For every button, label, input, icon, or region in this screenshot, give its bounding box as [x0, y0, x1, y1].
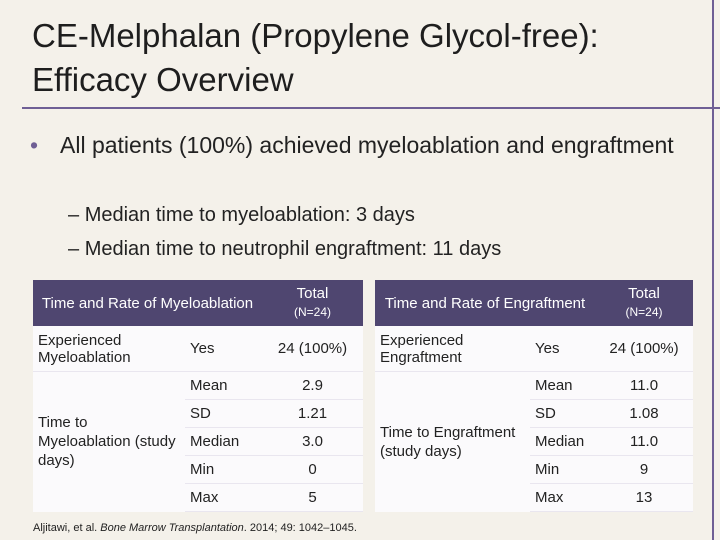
- stat-label: Min: [185, 455, 263, 484]
- header-total: Total: [296, 285, 329, 302]
- stat-label: Max: [185, 483, 263, 512]
- title-line: CE-Melphalan (Propylene Glycol-free):: [32, 17, 599, 54]
- stat-label: Median: [530, 427, 596, 456]
- header-cell: Time and Rate of Myeloablation: [33, 280, 263, 326]
- stat-value: 2.9: [262, 371, 364, 400]
- row: Experienced Engraftment Yes 24 (100%): [375, 326, 694, 372]
- bullet-dot: •: [30, 132, 39, 158]
- stat-label: SD: [530, 399, 596, 428]
- stat-label: SD: [185, 399, 263, 428]
- header-n: (N=24): [625, 305, 663, 319]
- row: Min 9: [375, 455, 694, 484]
- header-cell: Total (N=24): [262, 280, 364, 326]
- cell: Yes: [185, 326, 263, 372]
- header-total: Total: [628, 285, 660, 302]
- citation-authors: Aljitawi, et al.: [33, 522, 98, 534]
- group-label: Time to Engraftment (study days): [375, 371, 530, 512]
- stat-value: 9: [595, 455, 694, 484]
- stat-value: 13: [595, 483, 694, 512]
- row: Time to Engraftment (study days) Mean 11.0: [375, 371, 694, 512]
- stat-label: Min: [530, 455, 596, 484]
- group-label: Time to Myeloablation (study days): [33, 371, 185, 512]
- bullet: • All patients (100%) achieved myeloabla…: [30, 128, 678, 162]
- table: Time and Rate of Engraftment Total (N=24) E…: [375, 280, 694, 512]
- stat-value: 1.21: [262, 399, 364, 428]
- stat-value: 3.0: [262, 427, 364, 456]
- header-row: Time and Rate of Myeloablation Total (N=24…: [33, 280, 364, 326]
- stat-value: 0: [262, 455, 364, 484]
- sub-bullet: – Median time to neutrophil engraftment:…: [68, 238, 502, 260]
- bullet-text: All patients (100%) achieved myeloablati…: [60, 132, 674, 158]
- stat-label: Mean: [530, 371, 596, 400]
- stat-label: Max: [530, 483, 596, 512]
- stat-value: 1.08: [595, 399, 694, 428]
- stat-value: 11.0: [595, 371, 694, 400]
- stat-label: Mean: [185, 371, 263, 400]
- accent-line: [22, 107, 720, 109]
- cell: Experienced Engraftment: [375, 326, 530, 372]
- row: Time to Myeloablation (study days) Mean 2.…: [33, 371, 364, 512]
- row: Min 0: [33, 455, 364, 484]
- title: CE-Melphalan (Propylene Glycol-free): Ef…: [32, 14, 599, 102]
- stat-value: 5: [262, 483, 364, 512]
- row: SD 1.21: [33, 399, 364, 428]
- row: SD 1.08: [375, 399, 694, 428]
- sub-bullet-text: Median time to myeloablation: 3 days: [84, 204, 415, 226]
- table: Time and Rate of Myeloablation Total (N=24…: [33, 280, 364, 512]
- citation: Aljitawi, et al. Bone Marrow Transplanta…: [33, 522, 357, 534]
- sub-bullet-text: Median time to neutrophil engraftment: 1…: [84, 238, 502, 260]
- stat-value: 11.0: [595, 427, 694, 456]
- row: Experienced Myeloablation Yes 24 (100%): [33, 326, 364, 372]
- row: Median 3.0: [33, 427, 364, 456]
- cell: 24 (100%): [595, 326, 694, 372]
- row: Median 11.0: [375, 427, 694, 456]
- sub-bullet: – Median time to myeloablation: 3 days: [68, 204, 415, 226]
- cell: Yes: [530, 326, 596, 372]
- cell: Experienced Myeloablation: [33, 326, 185, 372]
- citation-journal: Bone Marrow Transplantation: [100, 522, 244, 534]
- header-n: (N=24): [294, 305, 332, 319]
- accent-line: [712, 0, 714, 540]
- row: Max 5: [33, 483, 364, 512]
- title-line: Efficacy Overview: [32, 61, 294, 98]
- header-cell: Time and Rate of Engraftment: [375, 280, 596, 326]
- cell: 24 (100%): [262, 326, 364, 372]
- row: Max 13: [375, 483, 694, 512]
- stat-label: Median: [185, 427, 263, 456]
- header-row: Time and Rate of Engraftment Total (N=24): [375, 280, 694, 326]
- citation-details: . 2014; 49: 1042–1045.: [243, 522, 357, 534]
- header-cell: Total (N=24): [595, 280, 694, 326]
